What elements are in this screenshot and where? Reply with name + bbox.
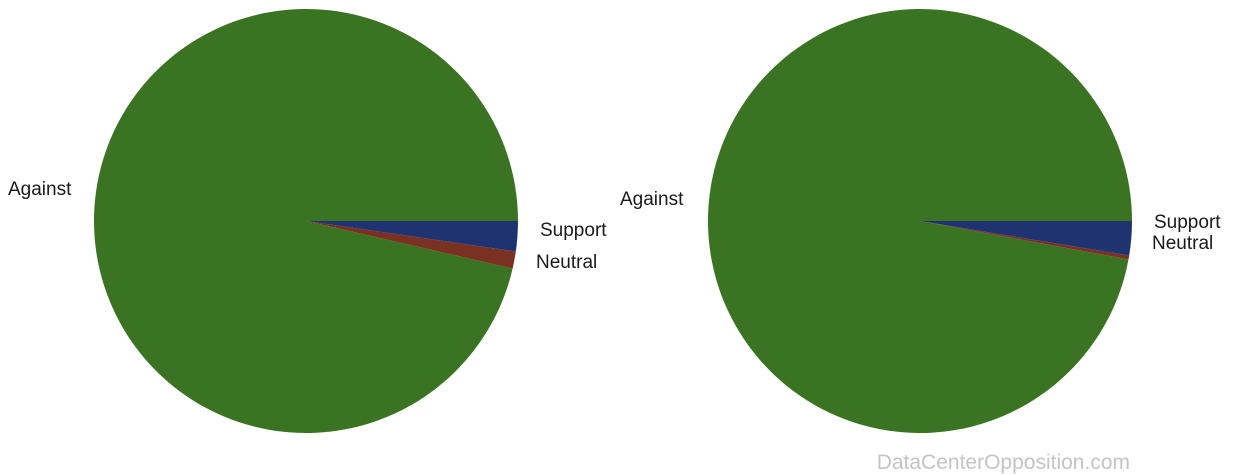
- pie-slice-neutral: [306, 221, 518, 252]
- pie-slice-support: [306, 221, 516, 269]
- slice-label-against: Against: [8, 179, 72, 200]
- slice-label-support: Support: [1154, 212, 1221, 233]
- pie-slice-neutral: [920, 221, 1132, 256]
- pie-chart-left: Against Support Neutral: [8, 9, 607, 434]
- slice-label-against: Against: [620, 189, 684, 210]
- slice-label-neutral: Neutral: [536, 252, 597, 273]
- watermark: DataCenterOpposition.com: [877, 451, 1130, 474]
- pie-slice-against: [708, 9, 1132, 434]
- pie-slice-support: [920, 221, 1130, 260]
- slice-label-neutral: Neutral: [1152, 233, 1213, 254]
- slice-label-support: Support: [540, 220, 607, 241]
- pie-slice-against: [94, 9, 519, 434]
